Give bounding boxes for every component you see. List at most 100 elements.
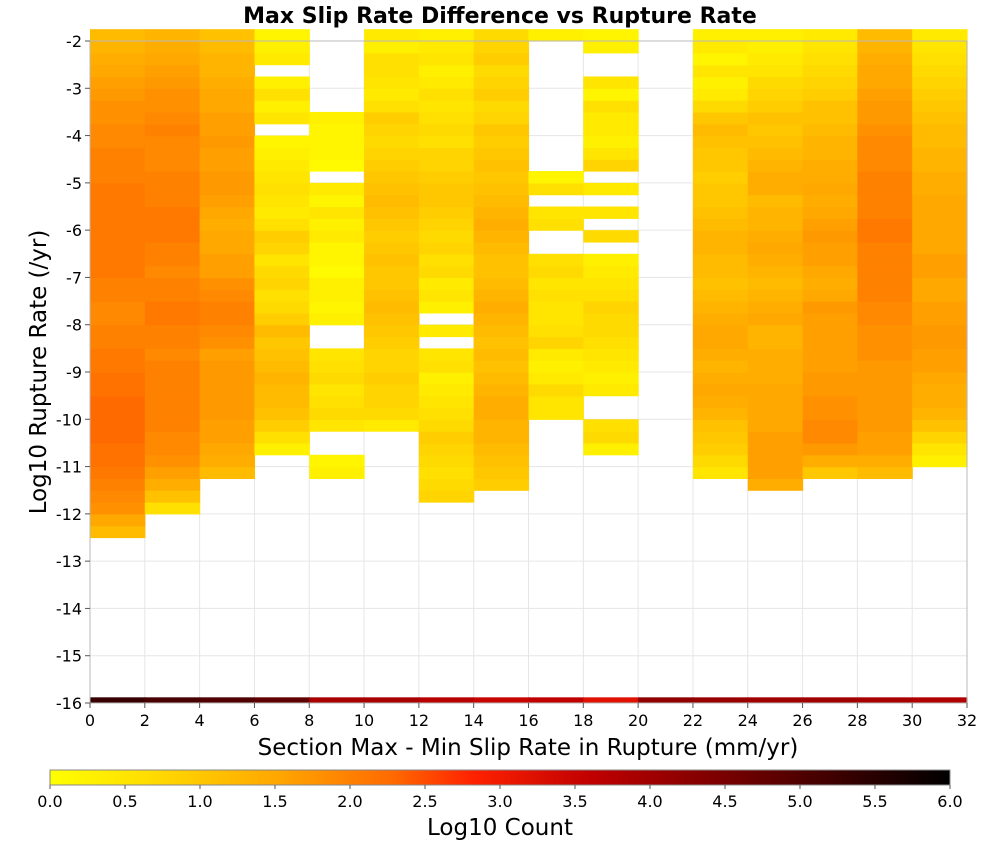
- heatmap-cell: [583, 324, 639, 338]
- heatmap-cell: [309, 289, 365, 302]
- heatmap-cell: [309, 135, 365, 148]
- heatmap-cell-bottom: [857, 697, 913, 703]
- heatmap-cell: [802, 324, 858, 338]
- y-tick-label: -7: [66, 268, 82, 287]
- heatmap-cell: [418, 395, 475, 409]
- heatmap-cell: [747, 182, 804, 196]
- heatmap-cell: [473, 76, 530, 89]
- heatmap-cell: [912, 218, 968, 231]
- heatmap-cell: [90, 383, 146, 397]
- heatmap-cell: [692, 206, 749, 219]
- heatmap-cell: [364, 171, 420, 184]
- heatmap-cell: [90, 301, 146, 314]
- heatmap-cell: [912, 100, 968, 113]
- heatmap-cell: [692, 395, 749, 409]
- heatmap-cell: [144, 218, 201, 231]
- heatmap-cell: [364, 312, 420, 326]
- heatmap-cell: [473, 277, 530, 290]
- heatmap-cell: [364, 372, 420, 385]
- heatmap-cell: [692, 454, 749, 468]
- heatmap-cell: [857, 301, 913, 314]
- heatmap-cell: [144, 383, 201, 397]
- heatmap-cell: [802, 372, 858, 385]
- heatmap-cell: [90, 182, 146, 196]
- heatmap-cell: [144, 442, 201, 456]
- heatmap-cell: [747, 135, 804, 148]
- x-tick-label: 24: [738, 711, 758, 730]
- heatmap-cell: [583, 265, 639, 279]
- heatmap-cell: [857, 206, 913, 219]
- heatmap-cell: [857, 431, 913, 444]
- heatmap-cell: [254, 383, 310, 397]
- heatmap-cell: [90, 490, 146, 503]
- heatmap-cell: [90, 230, 146, 243]
- heatmap-cell: [912, 442, 968, 456]
- heatmap-cell: [418, 253, 475, 267]
- heatmap-cell: [473, 159, 530, 172]
- x-tick-label: 2: [140, 711, 150, 730]
- heatmap-cell: [254, 147, 310, 160]
- heatmap-cell: [912, 111, 968, 125]
- heatmap-cell: [418, 111, 475, 125]
- heatmap-cell: [857, 100, 913, 113]
- heatmap-cell: [473, 253, 530, 267]
- heatmap-cell: [802, 431, 858, 444]
- heatmap-cell: [802, 466, 858, 479]
- heatmap-cell: [144, 324, 201, 338]
- heatmap-cell: [747, 159, 804, 172]
- heatmap-cell: [364, 336, 420, 349]
- heatmap-cell: [912, 336, 968, 349]
- heatmap-cell: [309, 277, 365, 290]
- heatmap-cell: [418, 64, 475, 78]
- heatmap-cell: [583, 135, 639, 148]
- heatmap-cell: [528, 348, 584, 361]
- heatmap-cell: [309, 230, 365, 243]
- heatmap-cell: [692, 360, 749, 373]
- heatmap-cell: [254, 182, 310, 196]
- heatmap-cell: [418, 442, 475, 456]
- heatmap-cell: [692, 194, 749, 208]
- heatmap-cell: [747, 88, 804, 101]
- heatmap-cell: [747, 301, 804, 314]
- y-tick-label: -14: [56, 599, 82, 618]
- heatmap-cell: [90, 194, 146, 208]
- heatmap-cell: [254, 171, 310, 184]
- heatmap-cell: [473, 395, 530, 409]
- heatmap-cell: [418, 159, 475, 172]
- y-tick-label: -12: [56, 505, 82, 524]
- colorbar-tick-label: 2.5: [412, 792, 437, 811]
- heatmap-cell: [802, 100, 858, 113]
- heatmap-cell: [144, 490, 201, 503]
- heatmap-cell: [528, 182, 584, 196]
- y-tick-label: -8: [66, 316, 82, 335]
- heatmap-cell: [90, 171, 146, 184]
- y-tick-label: -4: [66, 127, 82, 146]
- heatmap-cell: [90, 253, 146, 267]
- heatmap-cell: [912, 147, 968, 160]
- heatmap-cell: [364, 348, 420, 361]
- heatmap-cell: [912, 431, 968, 444]
- heatmap-cell: [309, 241, 365, 255]
- heatmap-cell: [364, 123, 420, 137]
- heatmap-cell: [912, 64, 968, 78]
- heatmap-cell: [418, 230, 475, 243]
- heatmap-cell: [583, 348, 639, 361]
- heatmap-cell: [90, 513, 146, 527]
- heatmap-cell: [199, 407, 256, 420]
- heatmap-cell: [199, 182, 256, 196]
- heatmap-cell: [692, 265, 749, 279]
- heatmap-cell: [912, 348, 968, 361]
- colorbar-tick-label: 0.5: [112, 792, 137, 811]
- heatmap-cell: [802, 52, 858, 66]
- heatmap-cell: [309, 265, 365, 279]
- heatmap-cell: [90, 407, 146, 420]
- heatmap-cell: [364, 301, 420, 314]
- heatmap-cell: [144, 478, 201, 491]
- heatmap-cell: [309, 301, 365, 314]
- heatmap-cell: [199, 111, 256, 125]
- heatmap-cell: [747, 395, 804, 409]
- heatmap-cell: [254, 111, 310, 125]
- heatmap-cell: [692, 29, 749, 42]
- heatmap-cell: [692, 348, 749, 361]
- heatmap-cell: [528, 265, 584, 279]
